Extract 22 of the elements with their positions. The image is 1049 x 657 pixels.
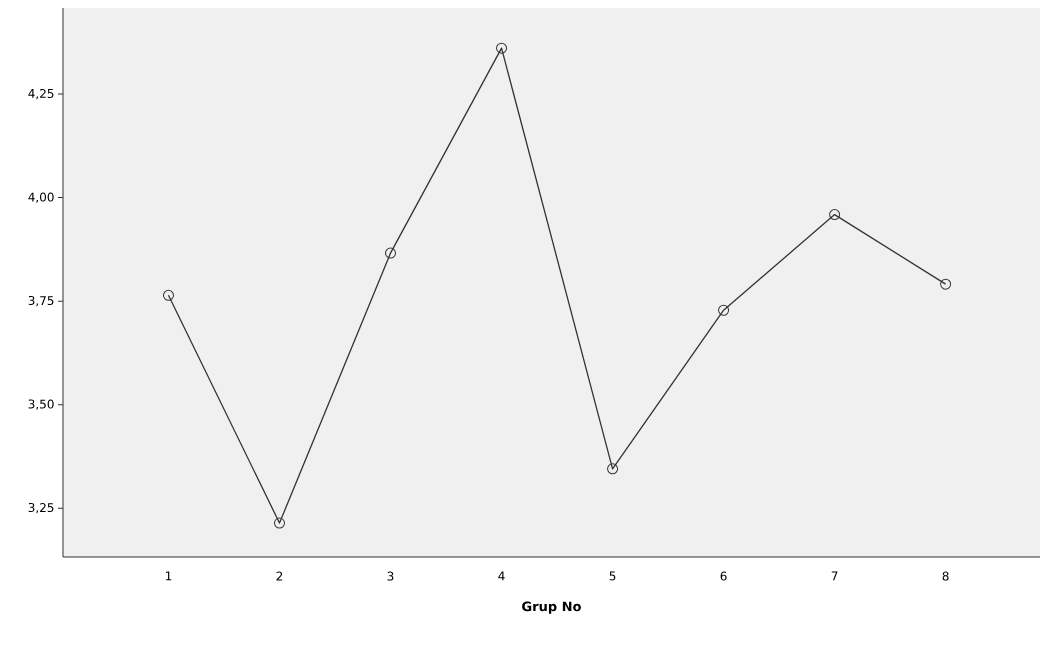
point [718,304,730,316]
point [274,517,285,529]
x-tick-label: 7 [831,571,838,581]
x-tick-label: 1 [165,571,172,581]
y-tick-label: 4,25 [28,88,54,100]
x-tick-label: 8 [942,571,949,581]
x-tick-label: 2 [276,571,283,581]
x-tick-label: 5 [609,571,616,581]
x-tick-label: 4 [498,571,505,581]
point [607,463,619,475]
y-tick-label: 4,00 [28,192,54,203]
x-tick-label: 6 [720,571,727,581]
point [162,289,174,301]
point [940,278,952,290]
point [829,209,841,221]
y-tick-label: 3,50 [28,399,54,410]
y-tick-label: 3,25 [28,502,54,514]
x-axis-title: Grup No [522,601,581,614]
x-tick-label: 3 [387,571,394,581]
point [496,42,508,54]
point [385,247,397,259]
y-tick-label: 3,75 [28,295,54,307]
